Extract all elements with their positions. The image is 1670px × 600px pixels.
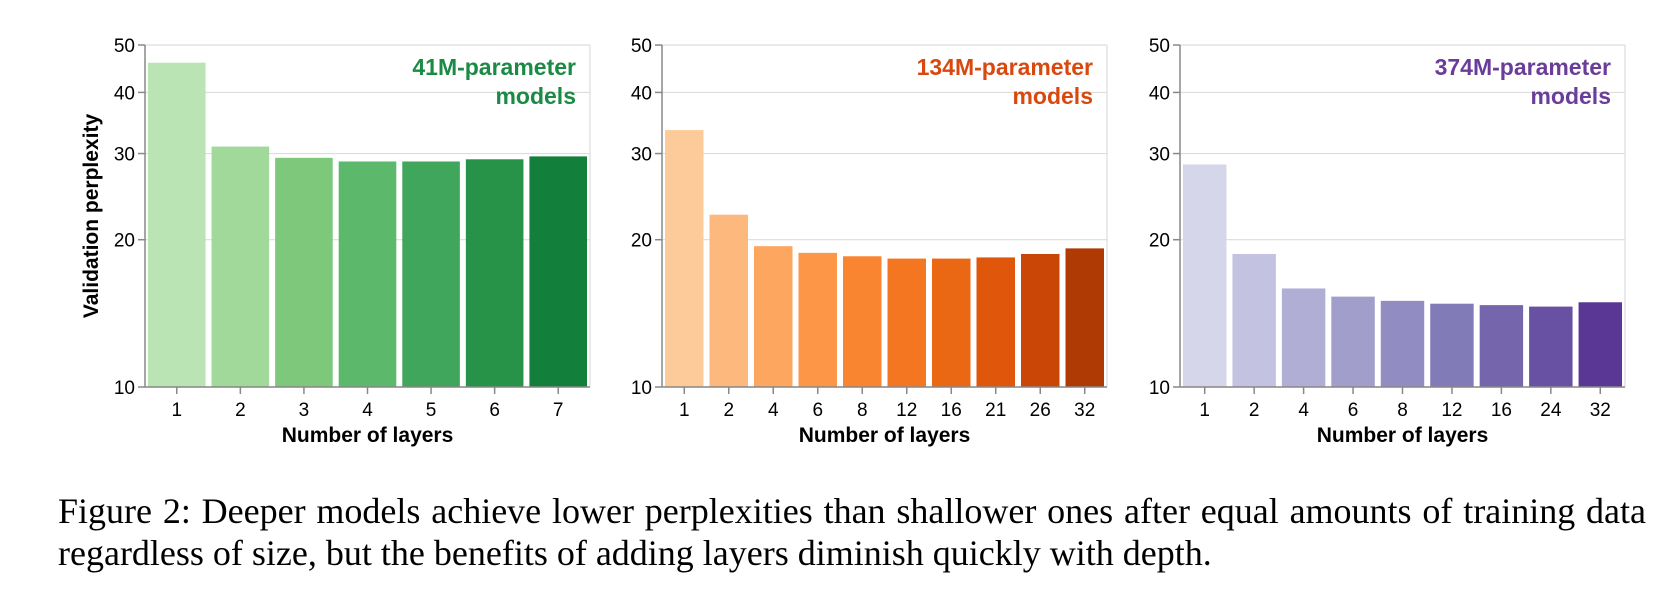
bar — [1380, 300, 1425, 387]
x-tick-label: 12 — [896, 400, 917, 421]
bar — [1065, 248, 1104, 387]
x-tick-label: 16 — [941, 400, 962, 421]
bar — [1578, 302, 1622, 387]
x-tick-label: 6 — [1348, 400, 1359, 421]
y-tick-label: 20 — [114, 231, 135, 252]
y-tick-label: 20 — [631, 231, 652, 252]
bar — [148, 62, 206, 388]
x-tick-label: 6 — [489, 400, 500, 421]
bar — [529, 156, 587, 387]
x-tick-label: 16 — [1491, 400, 1512, 421]
x-tick-label: 8 — [1397, 400, 1408, 421]
y-tick-label: 40 — [631, 83, 652, 104]
bar — [932, 258, 971, 387]
bar — [1021, 253, 1060, 387]
panel-title-line: models — [1530, 83, 1611, 109]
x-tick-label: 12 — [1441, 400, 1462, 421]
x-tick-label: 1 — [679, 400, 690, 421]
panel-title-line: 134M-parameter — [917, 54, 1093, 80]
panel-title-line: 41M-parameter — [412, 54, 576, 80]
y-tick-label: 40 — [114, 83, 135, 104]
x-axis-title: Number of layers — [282, 424, 454, 447]
x-tick-label: 26 — [1030, 400, 1051, 421]
bar — [843, 256, 882, 387]
bar — [1183, 164, 1227, 387]
bar — [1232, 253, 1276, 387]
y-tick-label: 40 — [1149, 83, 1170, 104]
bar — [709, 214, 748, 387]
x-tick-label: 21 — [985, 400, 1006, 421]
bar — [887, 258, 926, 387]
x-tick-label: 32 — [1074, 400, 1095, 421]
x-tick-label: 7 — [553, 400, 564, 421]
y-tick-label: 30 — [114, 145, 135, 166]
y-tick-label: 50 — [631, 36, 652, 57]
bar — [465, 159, 524, 387]
x-axis-title: Number of layers — [799, 424, 971, 447]
x-tick-label: 2 — [723, 400, 734, 421]
x-tick-label: 4 — [362, 400, 373, 421]
x-tick-label: 2 — [235, 400, 246, 421]
bar — [402, 161, 460, 387]
x-tick-label: 6 — [812, 400, 823, 421]
chart-panel-1: 10 20 30 40 50 1 2 3 4 5 6 7 Number of layers Validat… — [80, 36, 591, 447]
bar — [798, 252, 837, 387]
x-tick-label: 1 — [1199, 400, 1210, 421]
x-tick-label: 2 — [1249, 400, 1260, 421]
y-tick-label: 10 — [1149, 378, 1170, 399]
x-tick-label: 4 — [768, 400, 779, 421]
bar — [665, 130, 704, 387]
y-tick-label: 30 — [1149, 145, 1170, 166]
y-tick-label: 10 — [114, 378, 135, 399]
y-tick-label: 50 — [114, 36, 135, 57]
panel-title-line: 374M-parameter — [1435, 54, 1611, 80]
x-tick-label: 5 — [426, 400, 437, 421]
x-axis-title: Number of layers — [1317, 424, 1489, 447]
bar — [275, 157, 333, 387]
x-tick-label: 8 — [857, 400, 868, 421]
x-tick-label: 4 — [1298, 400, 1309, 421]
y-tick-label: 30 — [631, 145, 652, 166]
x-tick-label: 32 — [1590, 400, 1611, 421]
bar — [1479, 305, 1524, 387]
bar — [976, 257, 1015, 387]
x-tick-label: 24 — [1540, 400, 1562, 421]
bar — [1281, 288, 1326, 387]
bar — [1331, 296, 1375, 387]
y-axis-title: Validation perplexity — [80, 114, 103, 319]
panel-title-line: models — [1012, 83, 1093, 109]
bar — [1529, 306, 1573, 387]
bar — [211, 146, 270, 387]
y-tick-label: 50 — [1149, 36, 1170, 57]
bar — [338, 161, 397, 387]
y-tick-label: 20 — [1149, 231, 1170, 252]
figure-caption: Figure 2: Deeper models achieve lower pe… — [58, 491, 1646, 573]
bar — [754, 246, 793, 387]
panel-title-line: models — [495, 83, 576, 109]
x-tick-label: 3 — [299, 400, 310, 421]
bar — [1430, 303, 1474, 387]
x-tick-label: 1 — [171, 400, 182, 421]
y-tick-label: 10 — [631, 378, 652, 399]
